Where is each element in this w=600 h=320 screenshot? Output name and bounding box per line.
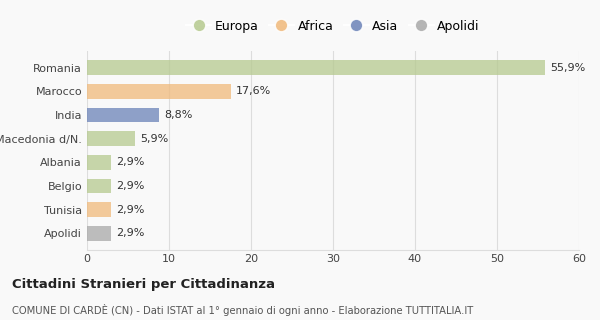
Text: Cittadini Stranieri per Cittadinanza: Cittadini Stranieri per Cittadinanza: [12, 278, 275, 291]
Text: 2,9%: 2,9%: [116, 228, 144, 238]
Bar: [87, 155, 111, 170]
Legend: Europa, Africa, Asia, Apolidi: Europa, Africa, Asia, Apolidi: [184, 17, 482, 35]
Text: 55,9%: 55,9%: [550, 62, 586, 73]
Bar: [87, 202, 111, 217]
Bar: [87, 84, 232, 99]
Text: 8,8%: 8,8%: [164, 110, 193, 120]
Text: 2,9%: 2,9%: [116, 204, 144, 215]
Bar: [87, 60, 545, 75]
Bar: [87, 131, 136, 146]
Bar: [87, 179, 111, 193]
Bar: [87, 226, 111, 241]
Text: 5,9%: 5,9%: [140, 133, 169, 144]
Text: COMUNE DI CARDÈ (CN) - Dati ISTAT al 1° gennaio di ogni anno - Elaborazione TUTT: COMUNE DI CARDÈ (CN) - Dati ISTAT al 1° …: [12, 304, 473, 316]
Text: 17,6%: 17,6%: [236, 86, 271, 96]
Bar: [87, 108, 159, 122]
Text: 2,9%: 2,9%: [116, 157, 144, 167]
Text: 2,9%: 2,9%: [116, 181, 144, 191]
